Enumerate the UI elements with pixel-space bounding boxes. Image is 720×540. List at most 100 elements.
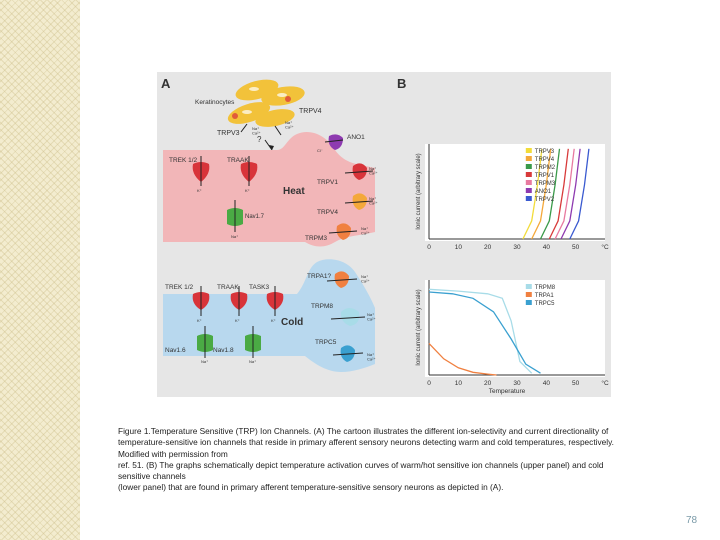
traak-heat-channel (240, 156, 258, 186)
trpv4-heat-ions: Na⁺ Ca²⁺ (369, 196, 378, 205)
legend-swatch (525, 188, 532, 193)
nav17-label: Nav1.7 (245, 214, 265, 220)
series-line-ano1 (560, 148, 581, 240)
legend-label: TRPA1 (535, 293, 555, 299)
trpa1-channel (326, 271, 358, 288)
cold-label: Cold (281, 317, 303, 328)
legend-label: TRPV3 (535, 149, 555, 155)
ion-top-right: Na⁺ Ca²⁺ (285, 120, 294, 129)
caption-line: sensitive channels (118, 471, 186, 482)
series-line-trpv4 (531, 148, 552, 240)
x-tick-label: 10 (455, 380, 463, 387)
chart-heat-activation: Ionic current (arbitrary scale) 0 10 20 30 40… (416, 144, 609, 251)
trpa1-ions: Na⁺ Ca²⁺ (361, 274, 370, 283)
heat-cell (163, 131, 375, 247)
caption-line: ref. 51. (B) The graphs schematically de… (118, 459, 604, 470)
chart-bottom-plot-bg (425, 280, 605, 377)
panel-b-label: B (397, 76, 406, 91)
x-tick-label: 30 (513, 244, 521, 251)
na-nav16: Na⁺ (201, 359, 208, 364)
task3-label: TASK3 (249, 284, 269, 291)
x-tick-label: 40 (543, 380, 551, 387)
trpm3-ions: Na⁺ Ca²⁺ (361, 226, 370, 235)
trpa1-label: TRPA1? (307, 273, 331, 280)
ano1-label: ANO1 (347, 134, 365, 141)
x-tick-label: 0 (427, 244, 431, 251)
trpc5-ions: Na⁺ Ca²⁺ (367, 352, 376, 361)
nav16-channel (197, 326, 213, 358)
legend-label: TRPM8 (535, 285, 556, 291)
legend-swatch (525, 148, 532, 153)
figure: A B Keratinocytes TRPV4 TRPV3 Na⁺ Ca²⁺ Na… (157, 72, 611, 397)
k-cold-2: K⁺ (235, 318, 240, 323)
trpm3-channel (328, 223, 358, 240)
legend-swatch (525, 180, 532, 185)
x-tick-label: 50 (572, 380, 580, 387)
figure-caption: Figure 1.Temperature Sensitive (TRP) Ion… (118, 426, 678, 494)
caption-line: Figure 1.Temperature Sensitive (TRP) Ion… (118, 426, 609, 436)
series-line-trpv3 (522, 148, 543, 240)
keratinocytes-illustration (227, 79, 305, 127)
legend-label: TRPM2 (535, 165, 556, 171)
caption-line: temperature-sensitive ion channels that … (118, 437, 614, 448)
legend-label: ANO1 (535, 189, 552, 195)
x-axis-label: Temperature (489, 388, 526, 395)
trek-cold-channel (192, 286, 210, 316)
trpv3-top-label: TRPV3 (217, 130, 240, 137)
trpc5-label: TRPC5 (315, 339, 337, 346)
trpm8-channel (330, 308, 366, 326)
series-line-trpa1 (428, 342, 497, 376)
trpm8-label: TRPM8 (311, 303, 333, 310)
series-line-trpm2 (539, 148, 561, 240)
trpc5-channel (332, 345, 364, 362)
traak-heat-label: TRAAK (227, 157, 249, 164)
legend-label: TRPV4 (535, 157, 555, 163)
x-tick-label: 20 (484, 244, 492, 251)
legend-swatch (525, 292, 532, 297)
series-line-trpv1 (548, 148, 569, 240)
caption-line: Modified with permission from (118, 448, 228, 459)
legend-label: TRPM3 (535, 181, 556, 187)
series-line-trpm8 (428, 288, 533, 374)
series-line-trpm3 (554, 148, 575, 240)
cl-label: Cl⁻ (317, 148, 323, 153)
legend-label: TRPV1 (535, 173, 555, 179)
trpv1-ions: Na⁺ Ca²⁺ (369, 166, 378, 175)
k-cold-3: K⁺ (271, 318, 276, 323)
legend-label: TRPV2 (535, 197, 555, 203)
trpv4-heat-label: TRPV4 (317, 209, 338, 216)
trek-heat-channel (192, 156, 210, 186)
y-axis-label: Ionic current (arbitrary scale) (416, 289, 422, 365)
figure-svg: A B Keratinocytes TRPV4 TRPV3 Na⁺ Ca²⁺ Na… (161, 72, 611, 397)
caption-line: (lower panel) that are found in primary … (118, 482, 504, 493)
x-tick-label: 10 (455, 244, 463, 251)
na-nav17: Na⁺ (231, 234, 238, 239)
x-tick-label: 30 (513, 380, 521, 387)
trpv1-channel (344, 163, 374, 180)
traak-cold-label: TRAAK (217, 284, 239, 291)
trpv4-top-label: TRPV4 (299, 108, 322, 115)
legend-label: TRPC5 (535, 301, 555, 307)
chart-top-plot-bg (425, 144, 605, 241)
x-tick-label: 0 (427, 380, 431, 387)
series-line-trpv2 (569, 148, 590, 240)
cold-cell (163, 259, 375, 372)
decorative-side-strip (0, 0, 80, 540)
keratinocytes-label: Keratinocytes (195, 99, 235, 106)
k-heat-1: K⁺ (197, 188, 202, 193)
legend-swatch (525, 164, 532, 169)
legend-swatch (525, 156, 532, 161)
legend-swatch (525, 172, 532, 177)
page-number: 78 (686, 515, 698, 526)
panel-a-label: A (161, 76, 171, 91)
question-mark: ? (257, 135, 262, 144)
series-line-trpc5 (428, 291, 541, 374)
ion-top-mid: Na⁺ Ca²⁺ (252, 126, 261, 135)
k-heat-2: K⁺ (245, 188, 250, 193)
traak-cold-channel (230, 286, 248, 316)
ano1-channel (324, 134, 344, 150)
y-axis-label: Ionic current (arbitrary scale) (416, 153, 422, 229)
trek-cold-label: TREK 1/2 (165, 284, 194, 291)
k-cold-1: K⁺ (197, 318, 202, 323)
trpm3-label: TRPM3 (305, 235, 327, 242)
